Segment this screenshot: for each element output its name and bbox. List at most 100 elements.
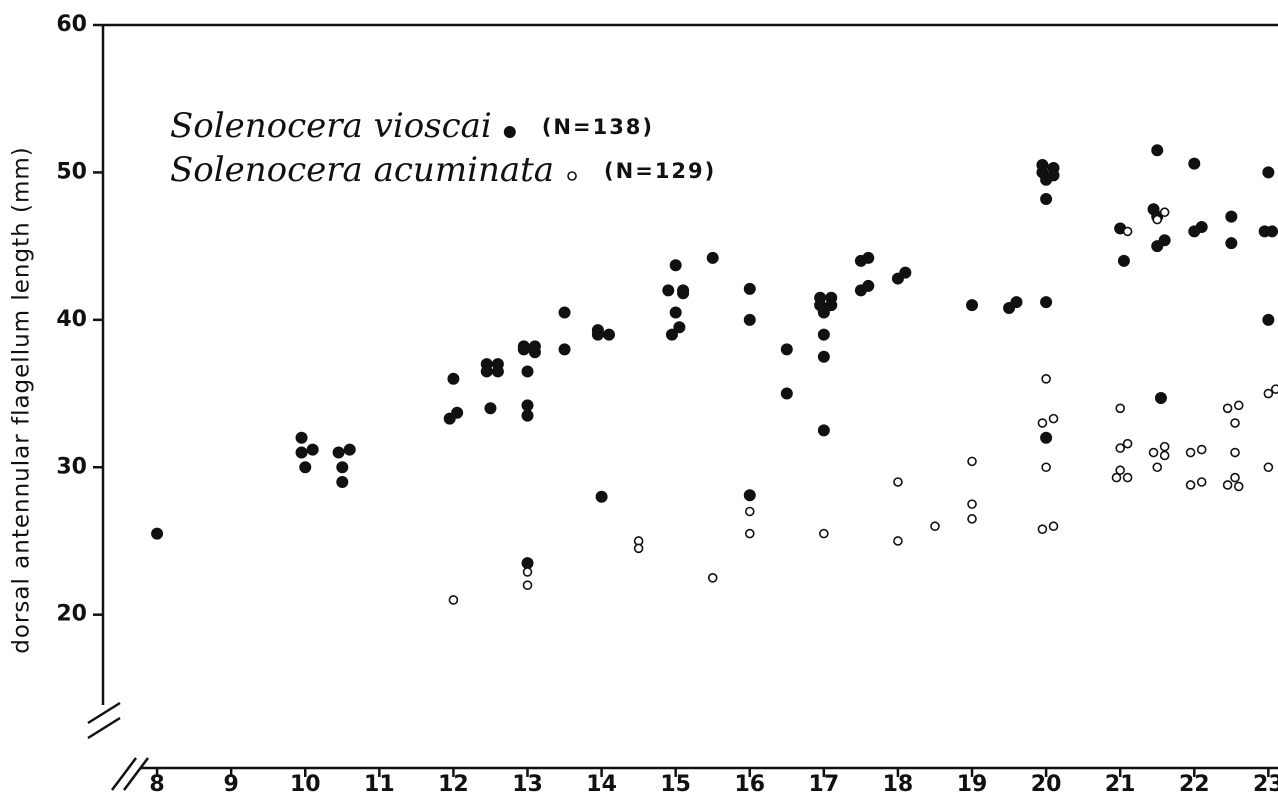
point [967, 499, 977, 509]
x-tick-label: 9 [224, 772, 239, 797]
x-tick-label: 11 [364, 772, 395, 797]
point [1225, 237, 1238, 250]
point [1041, 462, 1051, 473]
point [744, 506, 755, 517]
point [1154, 391, 1167, 404]
point [1122, 438, 1133, 449]
point [1230, 472, 1240, 483]
x-tick-label: 19 [957, 772, 988, 797]
point [336, 461, 349, 474]
point [528, 346, 541, 359]
legend-count: (N=129) [604, 159, 716, 183]
y-axis-label: dorsal antennular flagellum length (mm) [9, 146, 35, 654]
point [1040, 173, 1053, 186]
point [817, 424, 830, 437]
point [521, 399, 534, 412]
point [1233, 400, 1244, 411]
point [295, 446, 308, 459]
point [558, 306, 571, 319]
point [1115, 465, 1125, 476]
legend-marker [567, 171, 577, 181]
point [1266, 225, 1278, 238]
point [1270, 384, 1278, 394]
point [1111, 472, 1122, 483]
point [1117, 254, 1130, 267]
x-tick-label: 15 [660, 772, 691, 797]
point [1040, 431, 1053, 444]
y-tick-label: 20 [56, 602, 87, 627]
x-tick-label: 20 [1031, 772, 1062, 797]
point [930, 521, 940, 532]
point [677, 284, 690, 297]
x-tick-label: 17 [809, 772, 840, 797]
point [491, 365, 504, 378]
legend-label: Solenocera vioscai [170, 106, 492, 146]
point [522, 567, 533, 577]
point [521, 557, 534, 570]
point [1196, 444, 1207, 455]
point [522, 580, 533, 590]
point [1037, 524, 1048, 534]
x-tick-label: 22 [1179, 772, 1210, 797]
x-tick-label: 10 [290, 772, 321, 797]
point [825, 299, 838, 312]
point [744, 528, 755, 539]
x-tick-label: 23 [1253, 772, 1278, 797]
point [1115, 443, 1125, 453]
point [706, 251, 719, 264]
point [1151, 144, 1164, 157]
point [1230, 447, 1240, 458]
point [1233, 481, 1244, 492]
legend-marker [503, 126, 516, 138]
point [1262, 313, 1275, 326]
point [1263, 388, 1274, 399]
point [669, 306, 682, 319]
point [591, 328, 604, 341]
point [893, 477, 903, 487]
point [1225, 210, 1238, 223]
point [1152, 214, 1163, 225]
point [967, 456, 977, 467]
point [1040, 192, 1053, 205]
point [1230, 418, 1240, 428]
point [1159, 207, 1170, 218]
point [603, 328, 616, 341]
point [1159, 450, 1170, 461]
point [332, 446, 345, 459]
point [517, 343, 530, 356]
point [1222, 480, 1233, 490]
point [669, 259, 682, 272]
point [893, 536, 903, 546]
point [1159, 441, 1170, 452]
point [1122, 226, 1133, 237]
point [484, 402, 497, 415]
point [151, 527, 164, 540]
axis-break [87, 701, 121, 725]
point [743, 313, 756, 326]
y-tick-label: 30 [56, 454, 87, 479]
point [1262, 166, 1275, 179]
point [1040, 296, 1053, 309]
point [819, 528, 829, 539]
legend: Solenocera vioscai (N=138) Solenocera acum… [170, 106, 716, 190]
point [665, 328, 678, 341]
y-tick-label: 40 [56, 307, 87, 332]
point [966, 299, 979, 312]
x-tick-label: 8 [149, 772, 164, 797]
point [1148, 447, 1159, 458]
point [480, 365, 493, 378]
point [899, 266, 912, 279]
point [780, 343, 793, 356]
axis-break [123, 757, 149, 791]
point [448, 595, 459, 605]
point [1041, 374, 1051, 384]
point [662, 284, 675, 297]
point [595, 490, 608, 503]
point [299, 461, 312, 474]
point [447, 372, 460, 385]
point [633, 543, 644, 554]
point [673, 321, 686, 334]
point [817, 328, 830, 341]
point [343, 443, 356, 456]
point [295, 431, 308, 444]
